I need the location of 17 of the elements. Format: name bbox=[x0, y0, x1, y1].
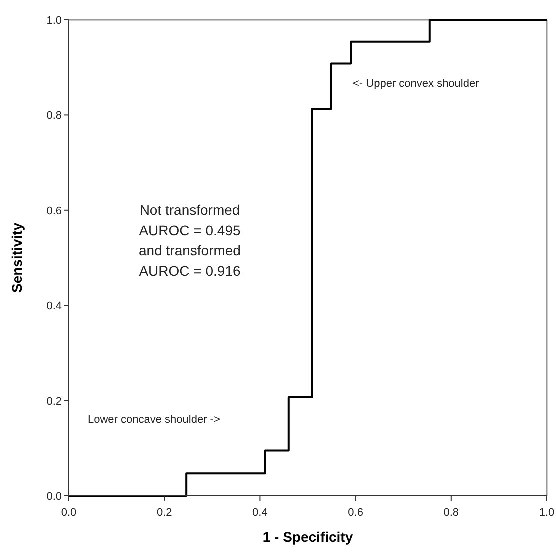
x-tick-label: 0.0 bbox=[61, 507, 77, 519]
annotation: <- Upper convex shoulder bbox=[353, 78, 480, 90]
y-tick-label: 0.2 bbox=[46, 396, 62, 408]
x-tick-label: 1.0 bbox=[539, 507, 555, 519]
y-tick-label: 1.0 bbox=[46, 15, 62, 27]
x-tick-label: 0.8 bbox=[444, 507, 460, 519]
y-tick-label: 0.0 bbox=[46, 491, 62, 503]
x-tick-label: 0.4 bbox=[252, 507, 268, 519]
y-tick-label: 0.8 bbox=[46, 110, 62, 122]
x-tick-label: 0.6 bbox=[348, 507, 364, 519]
x-axis-title: 1 - Specificity bbox=[262, 529, 354, 545]
y-tick-label: 0.6 bbox=[46, 205, 62, 218]
annotation: Not transformed AUROC = 0.495 and transformed AUROC = 0.916 bbox=[139, 202, 241, 279]
y-axis-title: Sensitivity bbox=[9, 222, 25, 294]
annotation: Lower concave shoulder -> bbox=[88, 414, 220, 426]
x-tick-label: 0.2 bbox=[156, 507, 172, 519]
y-tick-label: 0.4 bbox=[46, 300, 62, 313]
